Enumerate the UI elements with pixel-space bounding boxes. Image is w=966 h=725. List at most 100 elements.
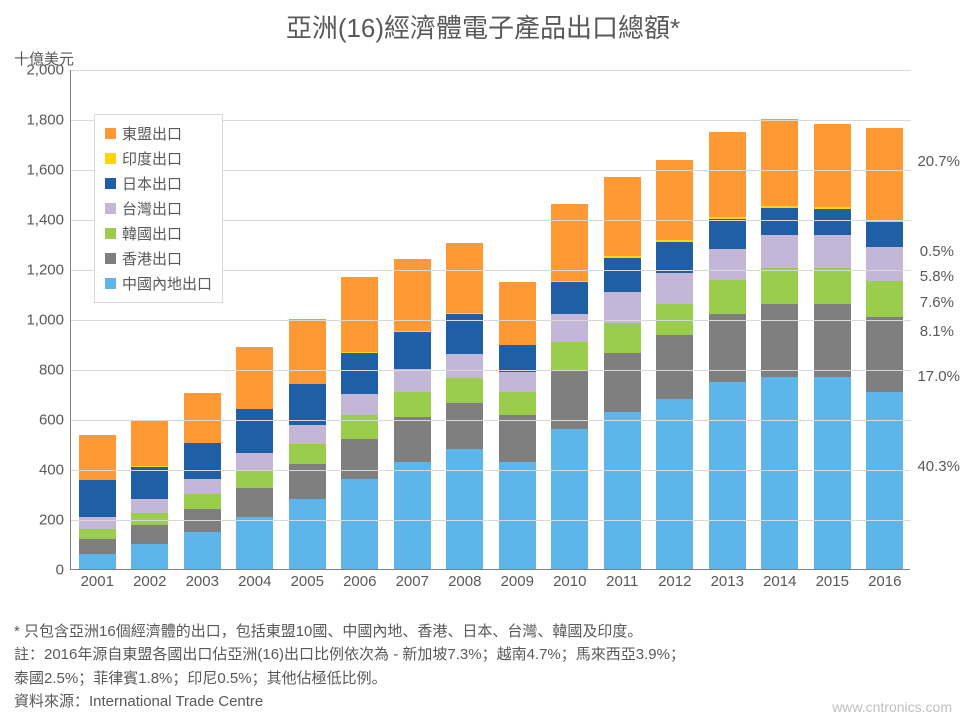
y-tick-label: 1,400 bbox=[8, 212, 64, 229]
bar-segment-asean bbox=[289, 319, 326, 384]
chart-container: 十億美元 20012002200320042005200620072008200… bbox=[0, 48, 966, 608]
bar-column: 2014 bbox=[754, 69, 807, 569]
y-tick-label: 400 bbox=[8, 462, 64, 479]
bar-segment-korea bbox=[866, 281, 903, 317]
y-tick-label: 1,800 bbox=[8, 112, 64, 129]
bar-segment-hk bbox=[656, 335, 693, 399]
bar-segment-china bbox=[289, 499, 326, 569]
bar-segment-taiwan bbox=[184, 479, 221, 494]
gridline bbox=[71, 470, 911, 471]
bar-segment-japan bbox=[394, 332, 431, 370]
bar-segment-china bbox=[761, 377, 798, 570]
bar-segment-korea bbox=[499, 392, 536, 416]
y-tick-label: 800 bbox=[8, 362, 64, 379]
legend-item-taiwan: 台灣出口 bbox=[105, 196, 212, 221]
bar-segment-china bbox=[184, 532, 221, 570]
bar-segment-japan bbox=[604, 258, 641, 292]
bar-segment-taiwan bbox=[866, 247, 903, 281]
x-tick-label: 2011 bbox=[606, 569, 638, 590]
bar-segment-asean bbox=[236, 347, 273, 408]
footnotes: * 只包含亞洲16個經濟體的出口，包括東盟10國、中國內地、香港、日本、台灣、韓… bbox=[14, 620, 685, 713]
bar-segment-hk bbox=[446, 403, 483, 449]
legend-label: 香港出口 bbox=[122, 248, 182, 269]
bar-segment-korea bbox=[604, 323, 641, 353]
percent-label: 40.3% bbox=[917, 458, 960, 475]
legend-item-india: 印度出口 bbox=[105, 146, 212, 171]
legend: 東盟出口印度出口日本出口台灣出口韓國出口香港出口中國內地出口 bbox=[94, 114, 223, 303]
legend-label: 中國內地出口 bbox=[122, 273, 212, 294]
bar-segment-korea bbox=[814, 268, 851, 304]
bar-segment-china bbox=[814, 377, 851, 570]
bar-column: 2012 bbox=[649, 69, 702, 569]
bar-segment-asean bbox=[656, 160, 693, 240]
bar-segment-hk bbox=[394, 417, 431, 462]
bar-segment-hk bbox=[79, 539, 116, 554]
bar-column: 2013 bbox=[701, 69, 754, 569]
bar-segment-korea bbox=[446, 378, 483, 403]
legend-swatch bbox=[105, 153, 116, 164]
legend-swatch bbox=[105, 178, 116, 189]
bar-segment-hk bbox=[499, 415, 536, 461]
bar-segment-asean bbox=[79, 435, 116, 480]
legend-item-asean: 東盟出口 bbox=[105, 121, 212, 146]
x-tick-label: 2003 bbox=[186, 569, 219, 590]
bar-segment-asean bbox=[446, 243, 483, 313]
x-tick-label: 2010 bbox=[553, 569, 586, 590]
legend-swatch bbox=[105, 278, 116, 289]
bar-segment-hk bbox=[604, 353, 641, 412]
bar-segment-hk bbox=[236, 488, 273, 517]
chart-title: 亞洲(16)經濟體電子產品出口總額* bbox=[0, 0, 966, 49]
bar-segment-taiwan bbox=[551, 314, 588, 342]
gridline bbox=[71, 420, 911, 421]
bar-segment-taiwan bbox=[761, 235, 798, 268]
bar-segment-japan bbox=[79, 480, 116, 516]
percent-label: 0.5% bbox=[920, 243, 954, 260]
bar-segment-korea bbox=[131, 513, 168, 526]
bar-segment-china bbox=[551, 429, 588, 569]
gridline bbox=[71, 320, 911, 321]
bar-segment-asean bbox=[761, 119, 798, 207]
bar-segment-asean bbox=[814, 124, 851, 208]
bar-column: 2007 bbox=[386, 69, 439, 569]
bar-segment-taiwan bbox=[656, 273, 693, 304]
gridline bbox=[71, 520, 911, 521]
bar-segment-asean bbox=[604, 177, 641, 256]
legend-label: 日本出口 bbox=[122, 173, 182, 194]
bar-segment-taiwan bbox=[446, 354, 483, 378]
footnote-line: 註：2016年源自東盟各國出口佔亞洲(16)出口比例依次為 - 新加坡7.3%；… bbox=[14, 643, 685, 666]
bar-segment-japan bbox=[341, 353, 378, 394]
bar-segment-japan bbox=[499, 345, 536, 371]
legend-swatch bbox=[105, 228, 116, 239]
y-tick-label: 0 bbox=[8, 562, 64, 579]
bar-segment-korea bbox=[551, 342, 588, 371]
bar-segment-taiwan bbox=[236, 453, 273, 471]
bar-segment-asean bbox=[184, 393, 221, 443]
footnote-line: 泰國2.5%；菲律賓1.8%；印尼0.5%；其他佔極低比例。 bbox=[14, 667, 685, 690]
legend-item-hk: 香港出口 bbox=[105, 246, 212, 271]
bar-segment-korea bbox=[236, 470, 273, 488]
bar-column: 2016 bbox=[859, 69, 912, 569]
bar-segment-china bbox=[499, 462, 536, 570]
bar-segment-taiwan bbox=[709, 249, 746, 280]
bar-segment-korea bbox=[761, 268, 798, 304]
bar-segment-china bbox=[236, 517, 273, 570]
bar-segment-korea bbox=[79, 529, 116, 539]
bar-segment-hk bbox=[341, 439, 378, 479]
bar-segment-taiwan bbox=[131, 499, 168, 513]
bar-segment-hk bbox=[709, 314, 746, 382]
x-tick-label: 2005 bbox=[291, 569, 324, 590]
bar-column: 2010 bbox=[544, 69, 597, 569]
x-tick-label: 2016 bbox=[868, 569, 901, 590]
bar-segment-asean bbox=[709, 132, 746, 217]
bar-segment-japan bbox=[761, 208, 798, 236]
percent-label: 7.6% bbox=[920, 294, 954, 311]
bar-segment-china bbox=[866, 392, 903, 570]
bar-segment-taiwan bbox=[814, 235, 851, 268]
bar-segment-taiwan bbox=[604, 292, 641, 323]
bar-segment-asean bbox=[866, 128, 903, 219]
bar-segment-japan bbox=[709, 219, 746, 249]
bar-segment-taiwan bbox=[79, 517, 116, 530]
footnote-line: * 只包含亞洲16個經濟體的出口，包括東盟10國、中國內地、香港、日本、台灣、韓… bbox=[14, 620, 685, 643]
bar-segment-china bbox=[394, 462, 431, 570]
legend-label: 韓國出口 bbox=[122, 223, 182, 244]
